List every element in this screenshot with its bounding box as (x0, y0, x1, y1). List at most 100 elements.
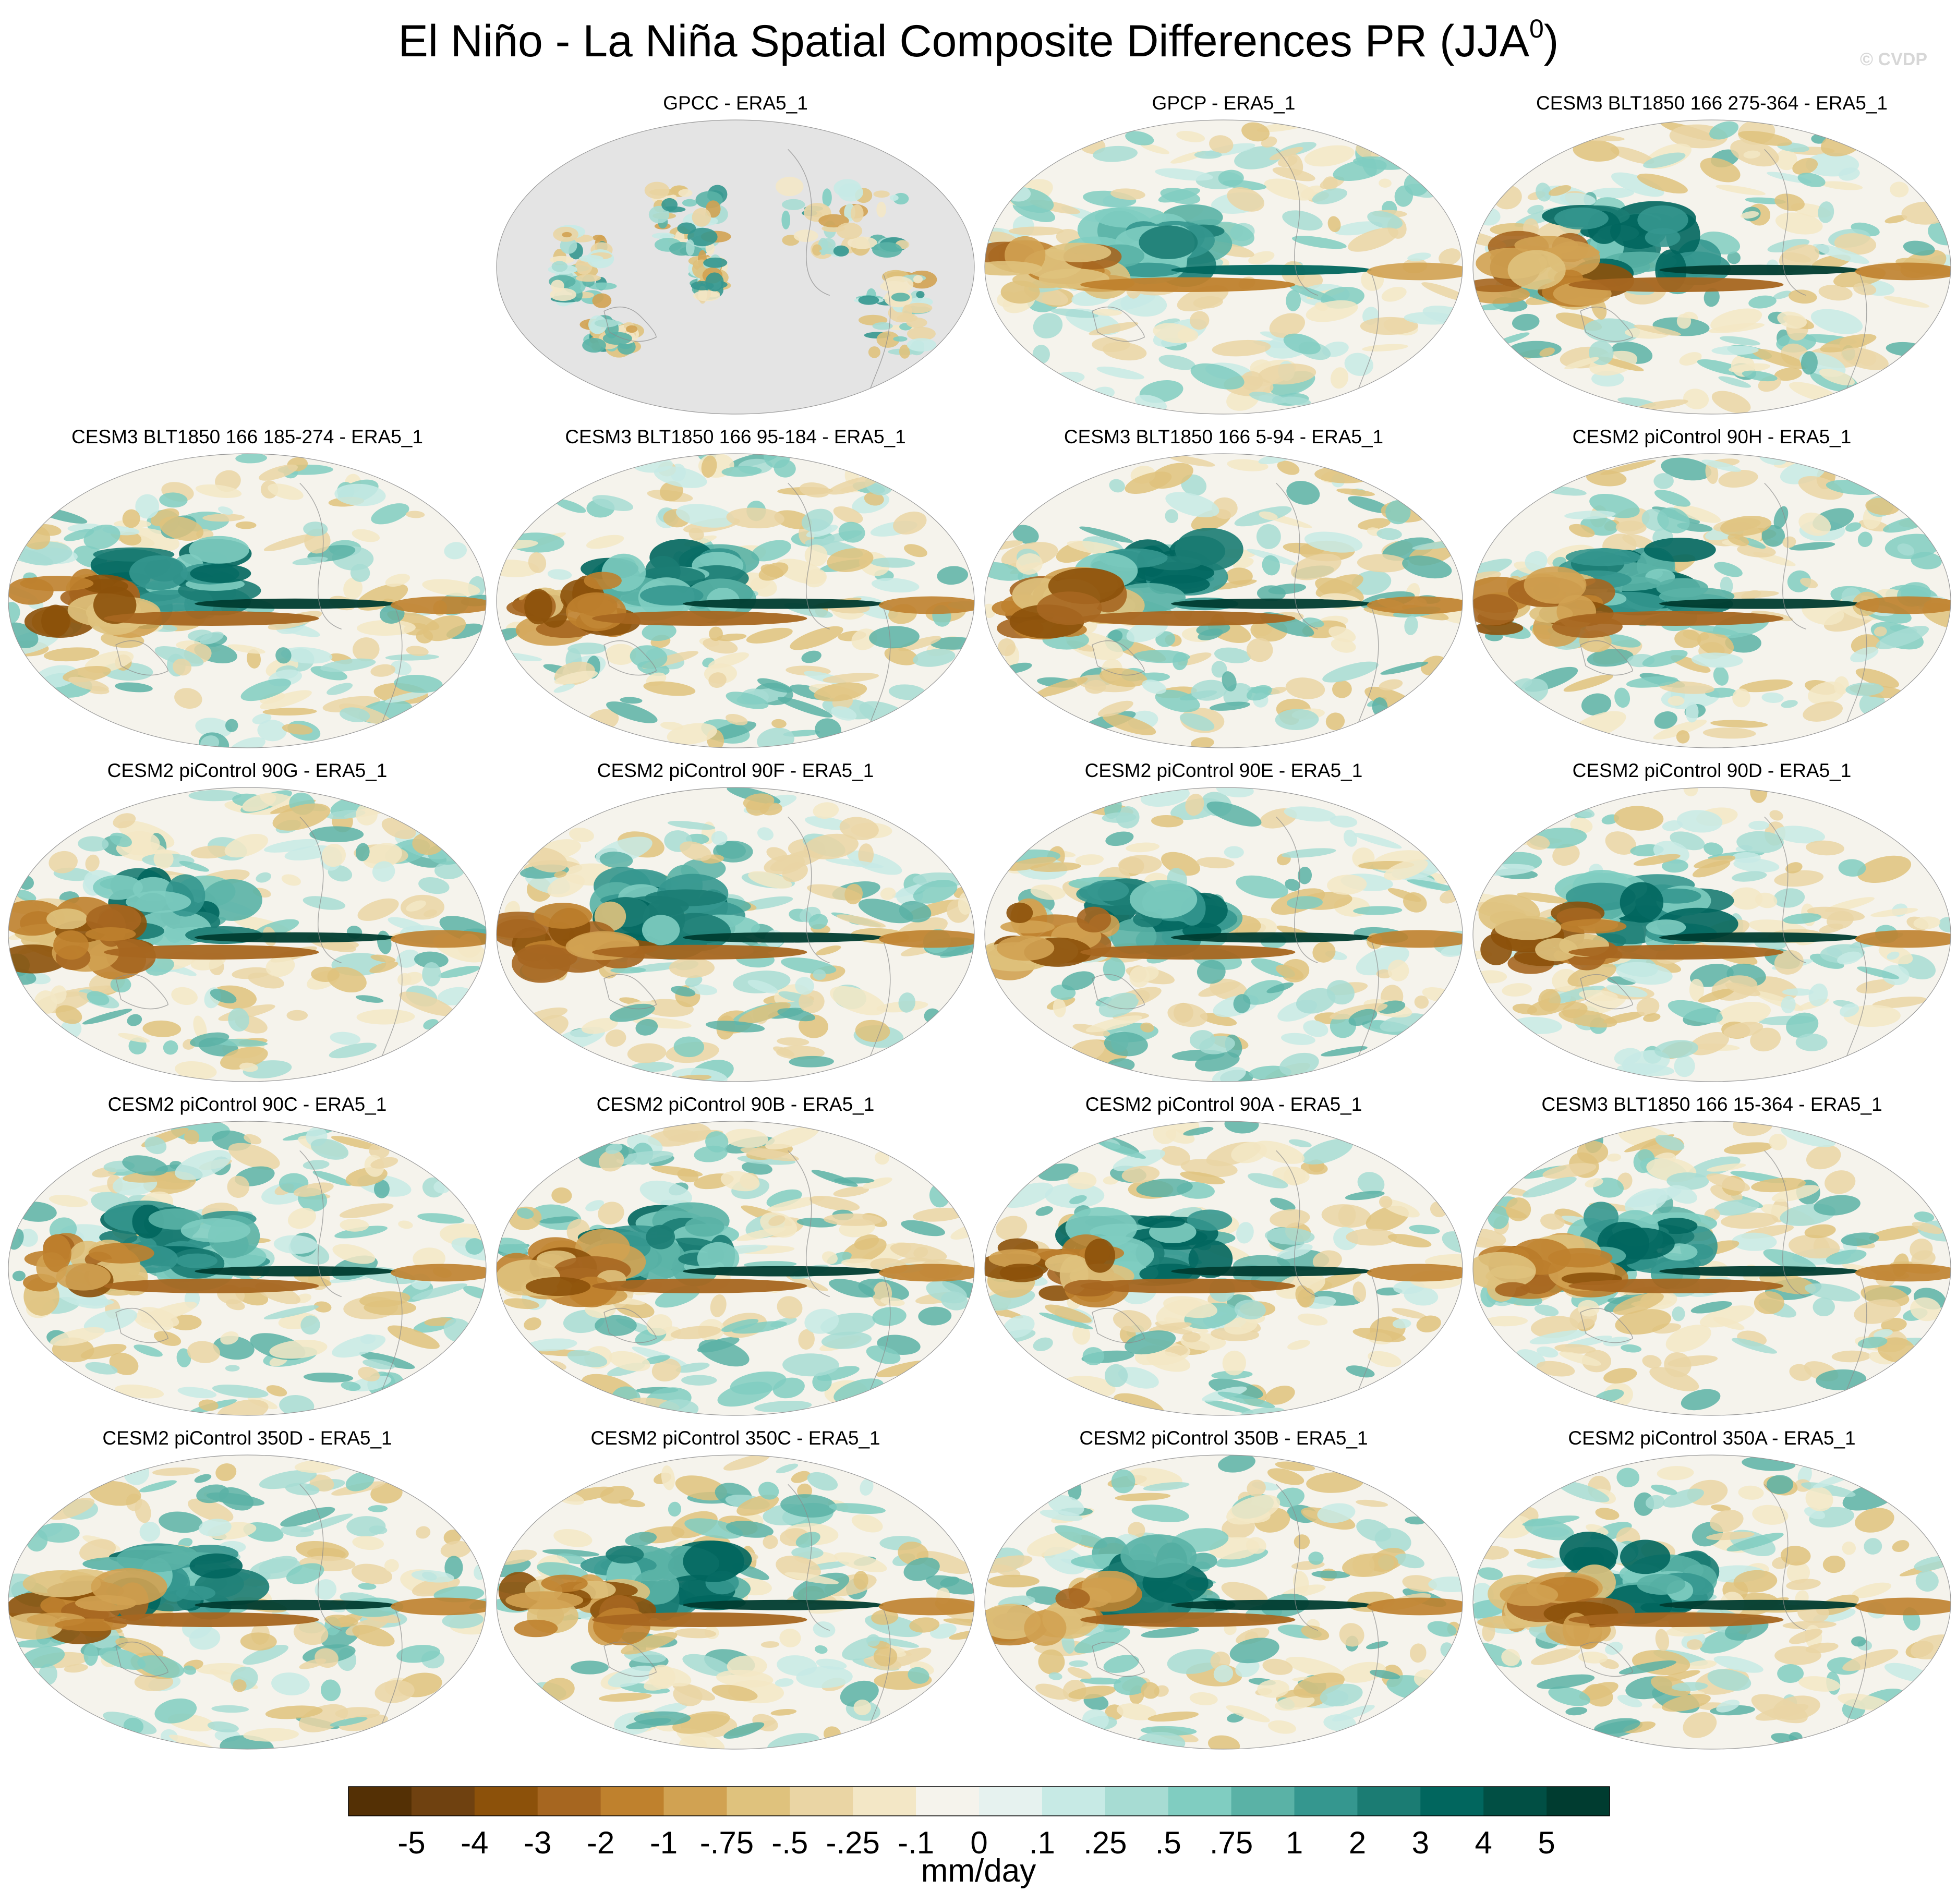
figure-title-main: El Niño - La Niña Spatial Composite Diff… (398, 16, 1530, 66)
figure-title-superscript: 0 (1529, 14, 1544, 43)
map-panel: CESM2 piControl 90G - ERA5_1 (8, 760, 487, 1082)
map-border (1472, 1454, 1951, 1750)
precip-field (985, 120, 1463, 414)
colorbar-segment (1105, 1787, 1169, 1816)
precip-field (8, 787, 486, 1082)
precip-field (8, 1121, 486, 1415)
map-panel: GPCP - ERA5_1 (984, 92, 1463, 415)
colorbar-segment (727, 1787, 790, 1816)
panel-title: CESM2 piControl 90E - ERA5_1 (1085, 760, 1363, 781)
panel-title: CESM3 BLT1850 166 15-364 - ERA5_1 (1541, 1094, 1882, 1115)
map-panel: CESM2 piControl 90C - ERA5_1 (8, 1094, 487, 1416)
map-panel: CESM2 piControl 350D - ERA5_1 (8, 1427, 487, 1750)
panel-title: GPCP - ERA5_1 (1152, 92, 1296, 114)
map-border (496, 1454, 975, 1750)
panel-title: CESM2 piControl 90F - ERA5_1 (597, 760, 874, 781)
panel-title: CESM2 piControl 90A - ERA5_1 (1085, 1094, 1362, 1115)
colorbar-segment (411, 1787, 475, 1816)
map-border (984, 1454, 1463, 1750)
map-panel: CESM2 piControl 350A - ERA5_1 (1472, 1427, 1951, 1750)
colorbar-tick-label: .25 (1083, 1825, 1127, 1860)
map-panel: GPCC - ERA5_1 (496, 92, 975, 415)
panel-title: CESM2 piControl 90H - ERA5_1 (1573, 426, 1852, 447)
map-border (496, 119, 975, 415)
colorbar-segment (348, 1787, 412, 1816)
colorbar-tick-label: 5 (1538, 1825, 1555, 1860)
precip-field (1473, 1121, 1951, 1415)
panel-title: CESM2 piControl 350A - ERA5_1 (1568, 1427, 1855, 1449)
colorbar-segment (474, 1787, 538, 1816)
panel-title: CESM3 BLT1850 166 185-274 - ERA5_1 (71, 426, 423, 447)
colorbar-tick-label: 0 (970, 1825, 987, 1860)
precip-field (1473, 454, 1951, 748)
colorbar-tick-label: -.25 (826, 1825, 880, 1860)
colorbar-tick-label: .5 (1155, 1825, 1181, 1860)
colorbar-segment (537, 1787, 601, 1816)
map-panel: CESM3 BLT1850 166 185-274 - ERA5_1 (8, 426, 487, 748)
colorbar-segment (1042, 1787, 1106, 1816)
colorbar-units: mm/day (921, 1853, 1036, 1889)
colorbar-tick-label: -.1 (898, 1825, 934, 1860)
precip-field (497, 1121, 974, 1415)
panel-title: CESM2 piControl 90B - ERA5_1 (597, 1094, 875, 1115)
panel-title: CESM3 BLT1850 166 275-364 - ERA5_1 (1536, 92, 1888, 114)
map-panel: CESM2 piControl 90B - ERA5_1 (496, 1094, 975, 1416)
colorbar-segment (979, 1787, 1043, 1816)
map-border (1472, 1121, 1951, 1416)
colorbar-segment (663, 1787, 727, 1816)
panel-title: CESM2 piControl 90C - ERA5_1 (108, 1094, 387, 1115)
colorbar-segment (1483, 1787, 1547, 1816)
colorbar-tick-label: 3 (1412, 1825, 1429, 1860)
precip-field (8, 1455, 486, 1749)
colorbar-tick-label: -2 (587, 1825, 614, 1860)
map-border (984, 1121, 1463, 1416)
precip-field (1473, 787, 1951, 1082)
map-panel: CESM3 BLT1850 166 95-184 - ERA5_1 (496, 426, 975, 748)
map-panel: CESM2 piControl 90H - ERA5_1 (1472, 426, 1951, 748)
colorbar-segment (1547, 1787, 1610, 1816)
colorbar: -5 -4 -3 -2 -1 -.75 -.5 -.25 -.1 0 .1 .25 .5 .75 1 2 3 4 5 (348, 1786, 1610, 1860)
map-panel: CESM2 piControl 90F - ERA5_1 (496, 760, 975, 1082)
panel-title: CESM2 piControl 350B - ERA5_1 (1079, 1427, 1368, 1449)
colorbar-segment (1231, 1787, 1295, 1816)
precip-field (1473, 120, 1951, 414)
panel-title: CESM2 piControl 350C - ERA5_1 (590, 1427, 880, 1449)
colorbar-segment (853, 1787, 916, 1816)
colorbar-tick-label: -3 (524, 1825, 551, 1860)
map-panel: CESM3 BLT1850 166 275-364 - ERA5_1 (1472, 92, 1951, 415)
precip-field (1473, 1455, 1951, 1749)
precip-field (497, 120, 974, 414)
colorbar-segment (1357, 1787, 1421, 1816)
panel-title: CESM3 BLT1850 166 5-94 - ERA5_1 (1064, 426, 1383, 447)
colorbar-tick-label: -.5 (771, 1825, 808, 1860)
precip-field (8, 454, 486, 748)
map-border (496, 1121, 975, 1416)
figure-title-close: ) (1544, 16, 1559, 66)
map-panel: CESM2 piControl 350C - ERA5_1 (496, 1427, 975, 1750)
precip-field (985, 454, 1463, 748)
map-border (984, 453, 1463, 748)
panel-title: CESM2 piControl 350D - ERA5_1 (102, 1427, 392, 1449)
panel-title: GPCC - ERA5_1 (663, 92, 808, 114)
map-border (8, 1121, 487, 1416)
map-border (8, 1454, 487, 1750)
colorbar-tick-label: .75 (1210, 1825, 1253, 1860)
map-border (984, 119, 1463, 415)
map-border (1472, 453, 1951, 748)
map-panel: CESM2 piControl 90A - ERA5_1 (984, 1094, 1463, 1416)
colorbar-segment (1294, 1787, 1358, 1816)
colorbar-tick-label: 4 (1475, 1825, 1492, 1860)
map-panel: CESM3 BLT1850 166 15-364 - ERA5_1 (1472, 1094, 1951, 1416)
map-border (8, 453, 487, 748)
panel-title: CESM2 piControl 90G - ERA5_1 (107, 760, 388, 781)
watermark: © CVDP (1860, 50, 1927, 69)
colorbar-segment (1420, 1787, 1484, 1816)
map-panel: CESM3 BLT1850 166 5-94 - ERA5_1 (984, 426, 1463, 748)
precip-field (985, 1121, 1463, 1415)
colorbar-tick-label: .1 (1029, 1825, 1055, 1860)
map-border (1472, 119, 1951, 415)
colorbar-segment (600, 1787, 664, 1816)
colorbar-tick-label: 1 (1286, 1825, 1303, 1860)
precip-field (497, 1455, 974, 1749)
